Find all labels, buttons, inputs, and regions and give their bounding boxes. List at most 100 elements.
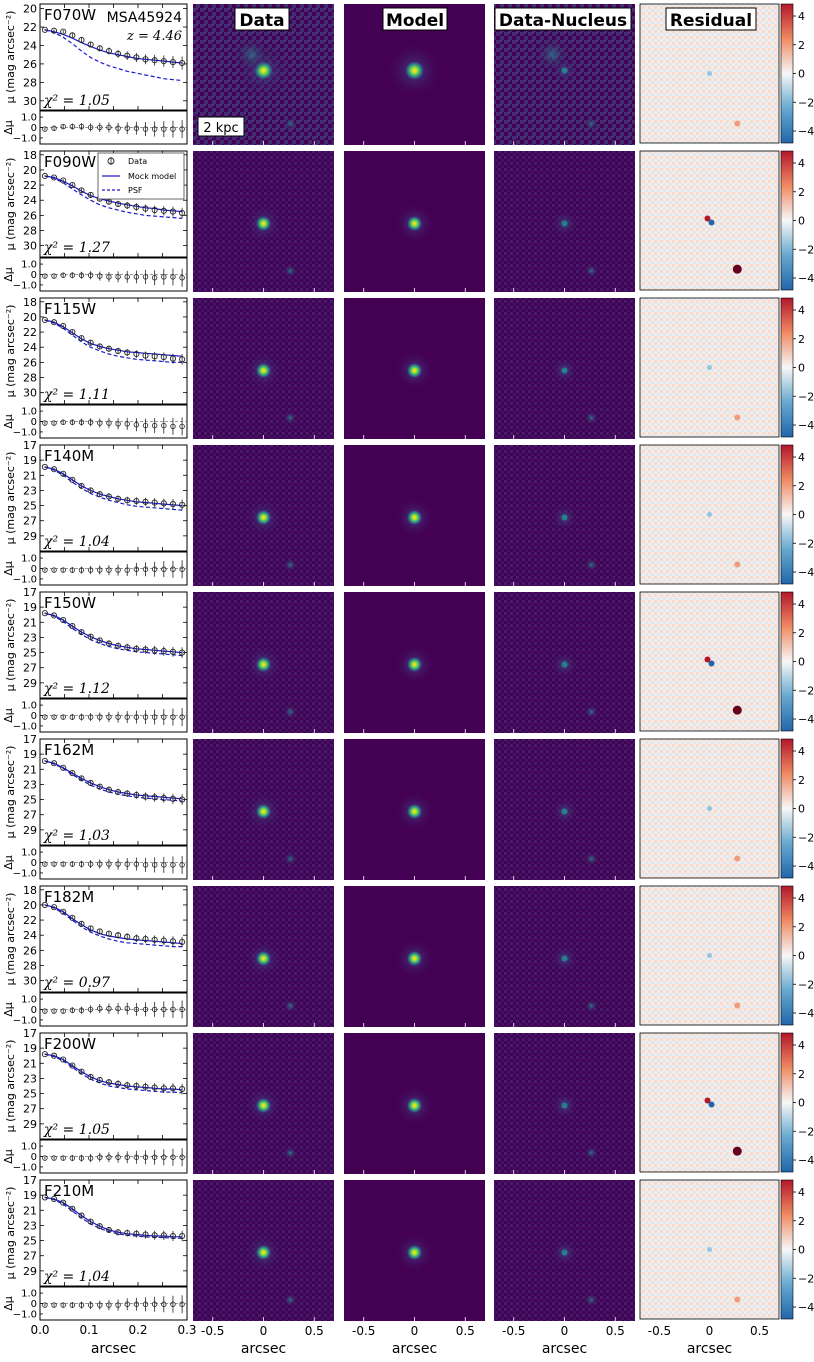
source-core xyxy=(406,803,423,820)
scale-bar-box xyxy=(197,116,245,137)
dmu-point xyxy=(69,1302,76,1308)
companion-blob xyxy=(283,1292,298,1307)
dmu-point xyxy=(97,1154,103,1160)
dmu-point xyxy=(151,422,158,429)
source-core xyxy=(255,950,272,967)
data-point xyxy=(50,1195,58,1202)
dmu-point xyxy=(151,126,158,132)
colorbar-tick-label: 0 xyxy=(798,215,805,228)
dmu-point xyxy=(60,1008,66,1014)
data-point xyxy=(87,339,94,346)
dmu-point xyxy=(87,124,94,131)
colorbar-tick-label: 0 xyxy=(798,68,805,81)
data-point xyxy=(87,1218,94,1225)
data-point xyxy=(115,788,122,796)
colorbar-tick-label: −2 xyxy=(798,537,814,550)
dmu-point xyxy=(124,421,130,427)
y-tick-label: 25 xyxy=(23,500,37,513)
data-point xyxy=(41,610,48,617)
legend-psf-label: PSF xyxy=(128,186,143,195)
y-tick-label: 19 xyxy=(23,1042,37,1055)
profile-x-tick-label: 0.3 xyxy=(177,1323,196,1337)
y-axis-label: μ (mag arcsec⁻²) xyxy=(4,305,17,398)
data-point xyxy=(169,1232,177,1240)
data-point xyxy=(133,935,140,942)
dmu-point xyxy=(106,1154,112,1160)
y-tick-label: 17 xyxy=(23,1027,37,1040)
model-profile-line xyxy=(44,612,183,654)
colorbar-tick-label: −4 xyxy=(798,1154,814,1167)
source-core xyxy=(255,215,272,232)
y-tick-label: 22 xyxy=(23,21,37,34)
image-x-tick-label: 0.5 xyxy=(750,1324,769,1338)
dmu-point xyxy=(179,566,185,572)
psf-profile-line xyxy=(44,612,183,657)
data-point xyxy=(87,1073,94,1080)
companion-blob xyxy=(584,263,599,278)
image-x-tick-label: 0.5 xyxy=(456,1324,475,1338)
colorbar-tick-label: −2 xyxy=(798,1125,814,1138)
dmu-point xyxy=(124,861,130,867)
data-point xyxy=(151,353,158,360)
dmu-point xyxy=(97,714,103,720)
model-profile-line xyxy=(44,1053,183,1091)
data-point xyxy=(133,203,140,211)
data-point xyxy=(160,58,167,65)
data-point xyxy=(69,329,76,336)
dmu-point xyxy=(124,125,130,131)
companion-blob xyxy=(283,263,298,278)
companion-blob xyxy=(283,704,298,719)
source-core xyxy=(406,509,423,526)
data-point xyxy=(60,764,67,771)
colorbar xyxy=(780,885,794,1026)
data-point xyxy=(96,491,103,498)
chi2-label: χ² = 1.04 xyxy=(43,534,110,550)
data-point xyxy=(151,1232,158,1239)
colorbar-tick-label: 2 xyxy=(798,39,805,52)
source-core xyxy=(406,950,423,967)
dmu-point xyxy=(115,714,121,720)
data-point xyxy=(124,644,131,651)
dmu-point xyxy=(87,1302,94,1308)
y-tick-label: 28 xyxy=(23,225,37,238)
residual-companion-spot xyxy=(734,120,741,127)
dmu-point xyxy=(60,123,66,130)
dmu-point xyxy=(170,714,176,720)
image-x-axis-label: arcsec xyxy=(392,1341,437,1357)
dmu-tick-label: −1.0 xyxy=(13,1015,37,1026)
chi2-label: χ² = 1.04 xyxy=(43,1269,110,1285)
dmu-point xyxy=(142,1301,149,1307)
source-core xyxy=(255,1097,272,1114)
y-tick-label: 24 xyxy=(23,929,37,942)
data-point xyxy=(41,316,48,324)
y-tick-label: 21 xyxy=(23,763,37,776)
dmu-point xyxy=(151,1006,158,1013)
dmu-axis-label: Δμ xyxy=(2,120,15,135)
y-tick-label: 21 xyxy=(23,469,37,482)
model-profile-line xyxy=(44,760,183,800)
colorbar-tick-label: −2 xyxy=(798,684,814,697)
dmu-tick-label: 0 xyxy=(31,1005,37,1016)
data-point xyxy=(105,930,112,937)
dmu-point xyxy=(179,1006,185,1013)
residual-companion-spot xyxy=(732,264,742,274)
colorbar-tick-label: −2 xyxy=(798,831,814,844)
residual-center-spot xyxy=(707,512,712,517)
dmu-point xyxy=(179,423,185,430)
dmu-point xyxy=(170,423,176,430)
dmu-point xyxy=(142,566,149,572)
data-point xyxy=(124,202,131,209)
dmu-point xyxy=(42,714,48,720)
y-tick-label: 19 xyxy=(23,1189,37,1202)
y-tick-label: 23 xyxy=(23,778,37,791)
profile-x-tick-label: 0.0 xyxy=(30,1323,49,1337)
data-point xyxy=(60,177,67,184)
dmu-point xyxy=(133,125,140,131)
data-point xyxy=(41,757,48,765)
residual-companion-spot xyxy=(732,1146,742,1156)
colorbar-tick-label: −4 xyxy=(798,860,814,873)
data-point xyxy=(69,182,76,189)
dmu-tick-label: −1.0 xyxy=(13,868,37,879)
residual-positive-spot xyxy=(704,215,711,222)
y-axis-label: μ (mag arcsec⁻²) xyxy=(4,893,17,986)
